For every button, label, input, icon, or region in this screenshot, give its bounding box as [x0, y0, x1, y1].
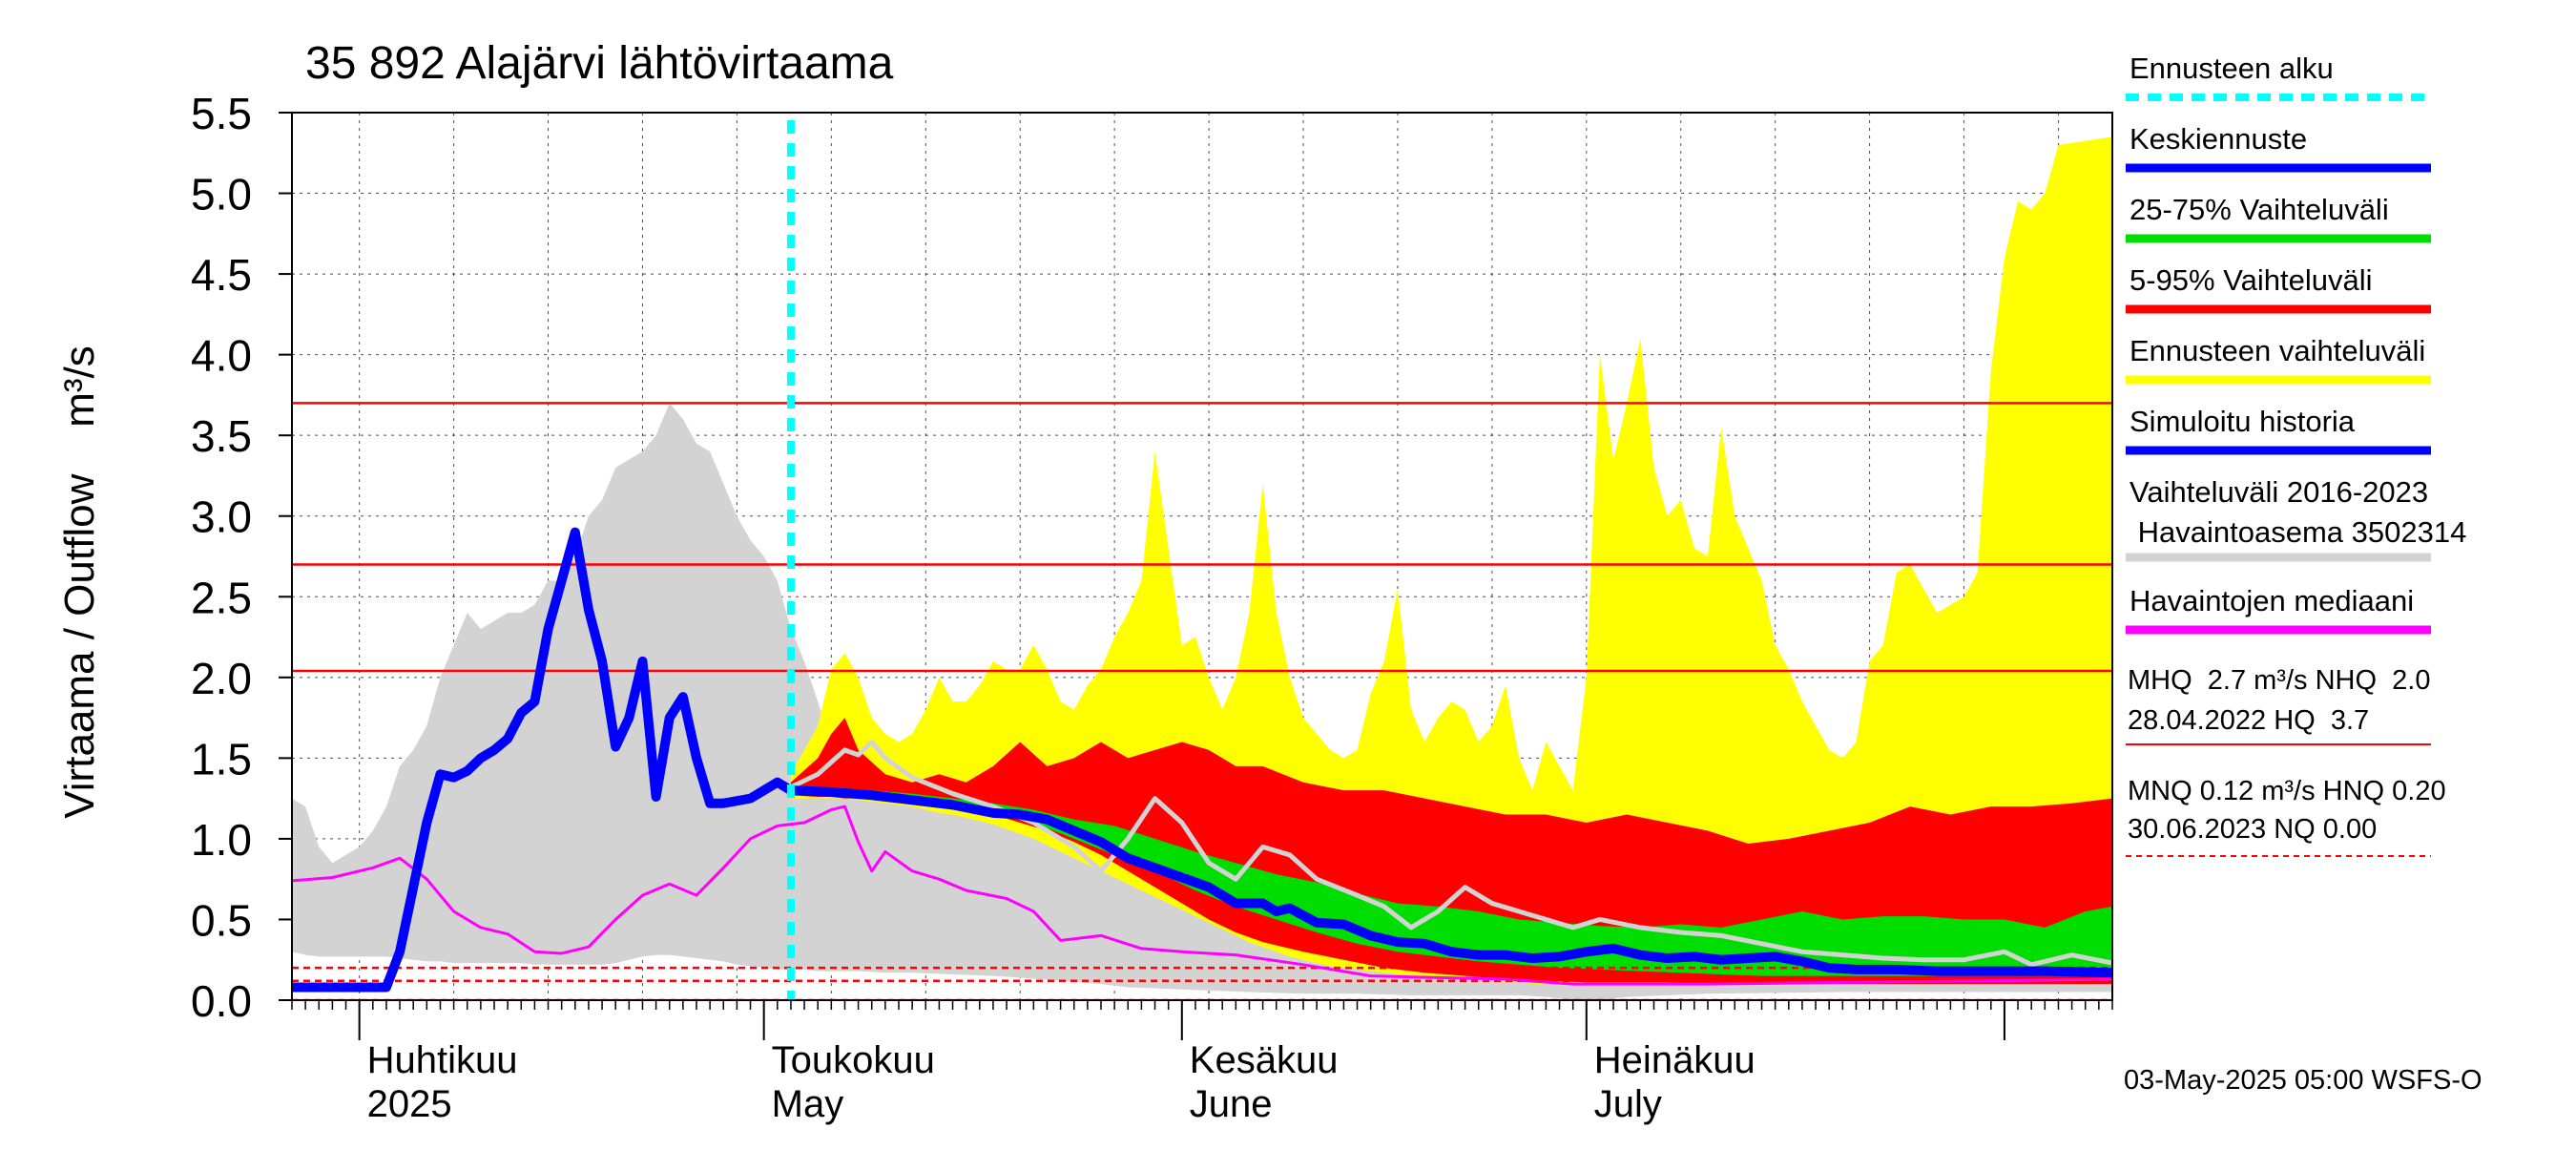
stats-line-3: MNQ 0.12 m³/s HNQ 0.20 [2128, 776, 2446, 806]
legend: Ennusteen alku Keskiennuste 25-75% Vaihtel… [2126, 52, 2466, 635]
legend-item-ennusteen-alku-label: Ennusteen alku [2129, 52, 2334, 85]
y-tick-label: 0.5 [191, 895, 252, 945]
axes: 0.0 0.5 1.0 1.5 2.0 2.5 3.0 3.5 4.0 4.5 5.0 5.5 Huht… [191, 89, 2113, 1125]
legend-item-25-75-vaihteluv-li-label: 25-75% Vaihteluväli [2129, 193, 2389, 226]
y-tick-label: 0.0 [191, 976, 252, 1026]
legend-item-havaintojen-mediaani: Havaintojen mediaani [2126, 584, 2431, 635]
data-layer [292, 136, 2112, 1000]
x-month-label-toukokuu: Toukokuu [772, 1039, 935, 1081]
x-month-label-hein-kuu: Heinäkuu [1594, 1039, 1755, 1081]
x-month-sublabel-july: July [1594, 1083, 1662, 1125]
line-havaintojen-mediaani-reference-light-gray [788, 739, 2112, 968]
y-tick-label: 1.5 [191, 734, 252, 784]
legend-item-simuloitu-historia-label: Simuloitu historia [2129, 405, 2356, 438]
y-tick-label: 2.0 [191, 654, 252, 703]
legend-item-keskiennuste: Keskiennuste [2126, 122, 2431, 173]
y-tick-label: 1.0 [191, 815, 252, 865]
line-havaintojen-mediaani [292, 805, 2112, 986]
y-tick-label: 3.0 [191, 492, 252, 542]
stats-line-4: 30.06.2023 NQ 0.00 [2128, 814, 2377, 845]
legend-item-havaintojen-mediaani-label: Havaintojen mediaani [2129, 584, 2414, 617]
stats-line-2: 28.04.2022 HQ 3.7 [2128, 705, 2369, 736]
chart-title: 35 892 Alajärvi lähtövirtaama [305, 38, 894, 89]
x-month-label-huhtikuu: Huhtikuu [367, 1039, 518, 1081]
line-keskiennuste [785, 785, 2112, 978]
legend-item-simuloitu-historia: Simuloitu historia [2126, 405, 2431, 455]
y-tick-label: 2.5 [191, 573, 252, 622]
line-simuloitu-historia [292, 527, 796, 993]
x-month-sublabel-june: June [1190, 1083, 1273, 1125]
y-tick-label: 5.5 [191, 89, 252, 138]
x-month-sublabel-2025: 2025 [367, 1083, 452, 1125]
legend-item-ennusteen-alku: Ennusteen alku [2126, 52, 2431, 101]
footer-timestamp: 03-May-2025 05:00 WSFS-O [2124, 1065, 2483, 1096]
x-month-sublabel-may: May [772, 1083, 844, 1125]
legend-item-ennusteen-vaihteluv-li: Ennusteen vaihteluväli [2126, 334, 2431, 385]
legend-item-ennusteen-vaihteluv-li-label: Ennusteen vaihteluväli [2129, 334, 2425, 367]
y-axis-label: Virtaama / Outflow m³/s [56, 345, 103, 819]
band-25-75-vaihteluv-li [790, 786, 2112, 976]
x-month-label-kes-kuu: Kesäkuu [1190, 1039, 1339, 1081]
stats-line-1: MHQ 2.7 m³/s NHQ 2.0 [2128, 665, 2430, 696]
y-tick-label: 4.0 [191, 331, 252, 381]
legend-item-5-95-vaihteluv-li-label: 5-95% Vaihteluväli [2129, 263, 2372, 297]
legend-item-vaihteluv-li-2016-2023: Vaihteluväli 2016-2023 Havaintoasema 350… [2126, 475, 2466, 562]
y-tick-label: 5.0 [191, 170, 252, 220]
y-tick-label: 3.5 [191, 411, 252, 461]
y-tick-label: 4.5 [191, 250, 252, 300]
legend-item-25-75-vaihteluv-li: 25-75% Vaihteluväli [2126, 193, 2431, 243]
legend-item-keskiennuste-label: Keskiennuste [2129, 122, 2307, 156]
plot-frame [291, 112, 2113, 1001]
legend-item-5-95-vaihteluv-li: 5-95% Vaihteluväli [2126, 263, 2431, 314]
legend-item-vaihteluv-li-2016-2023-label2: Havaintoasema 3502314 [2129, 515, 2466, 549]
legend-item-vaihteluv-li-2016-2023-label: Vaihteluväli 2016-2023 [2129, 475, 2428, 509]
band-vaihteluv-li-2016-2023-havaintoasema-3502314 [292, 403, 2112, 1000]
plot-area [292, 112, 2112, 1000]
